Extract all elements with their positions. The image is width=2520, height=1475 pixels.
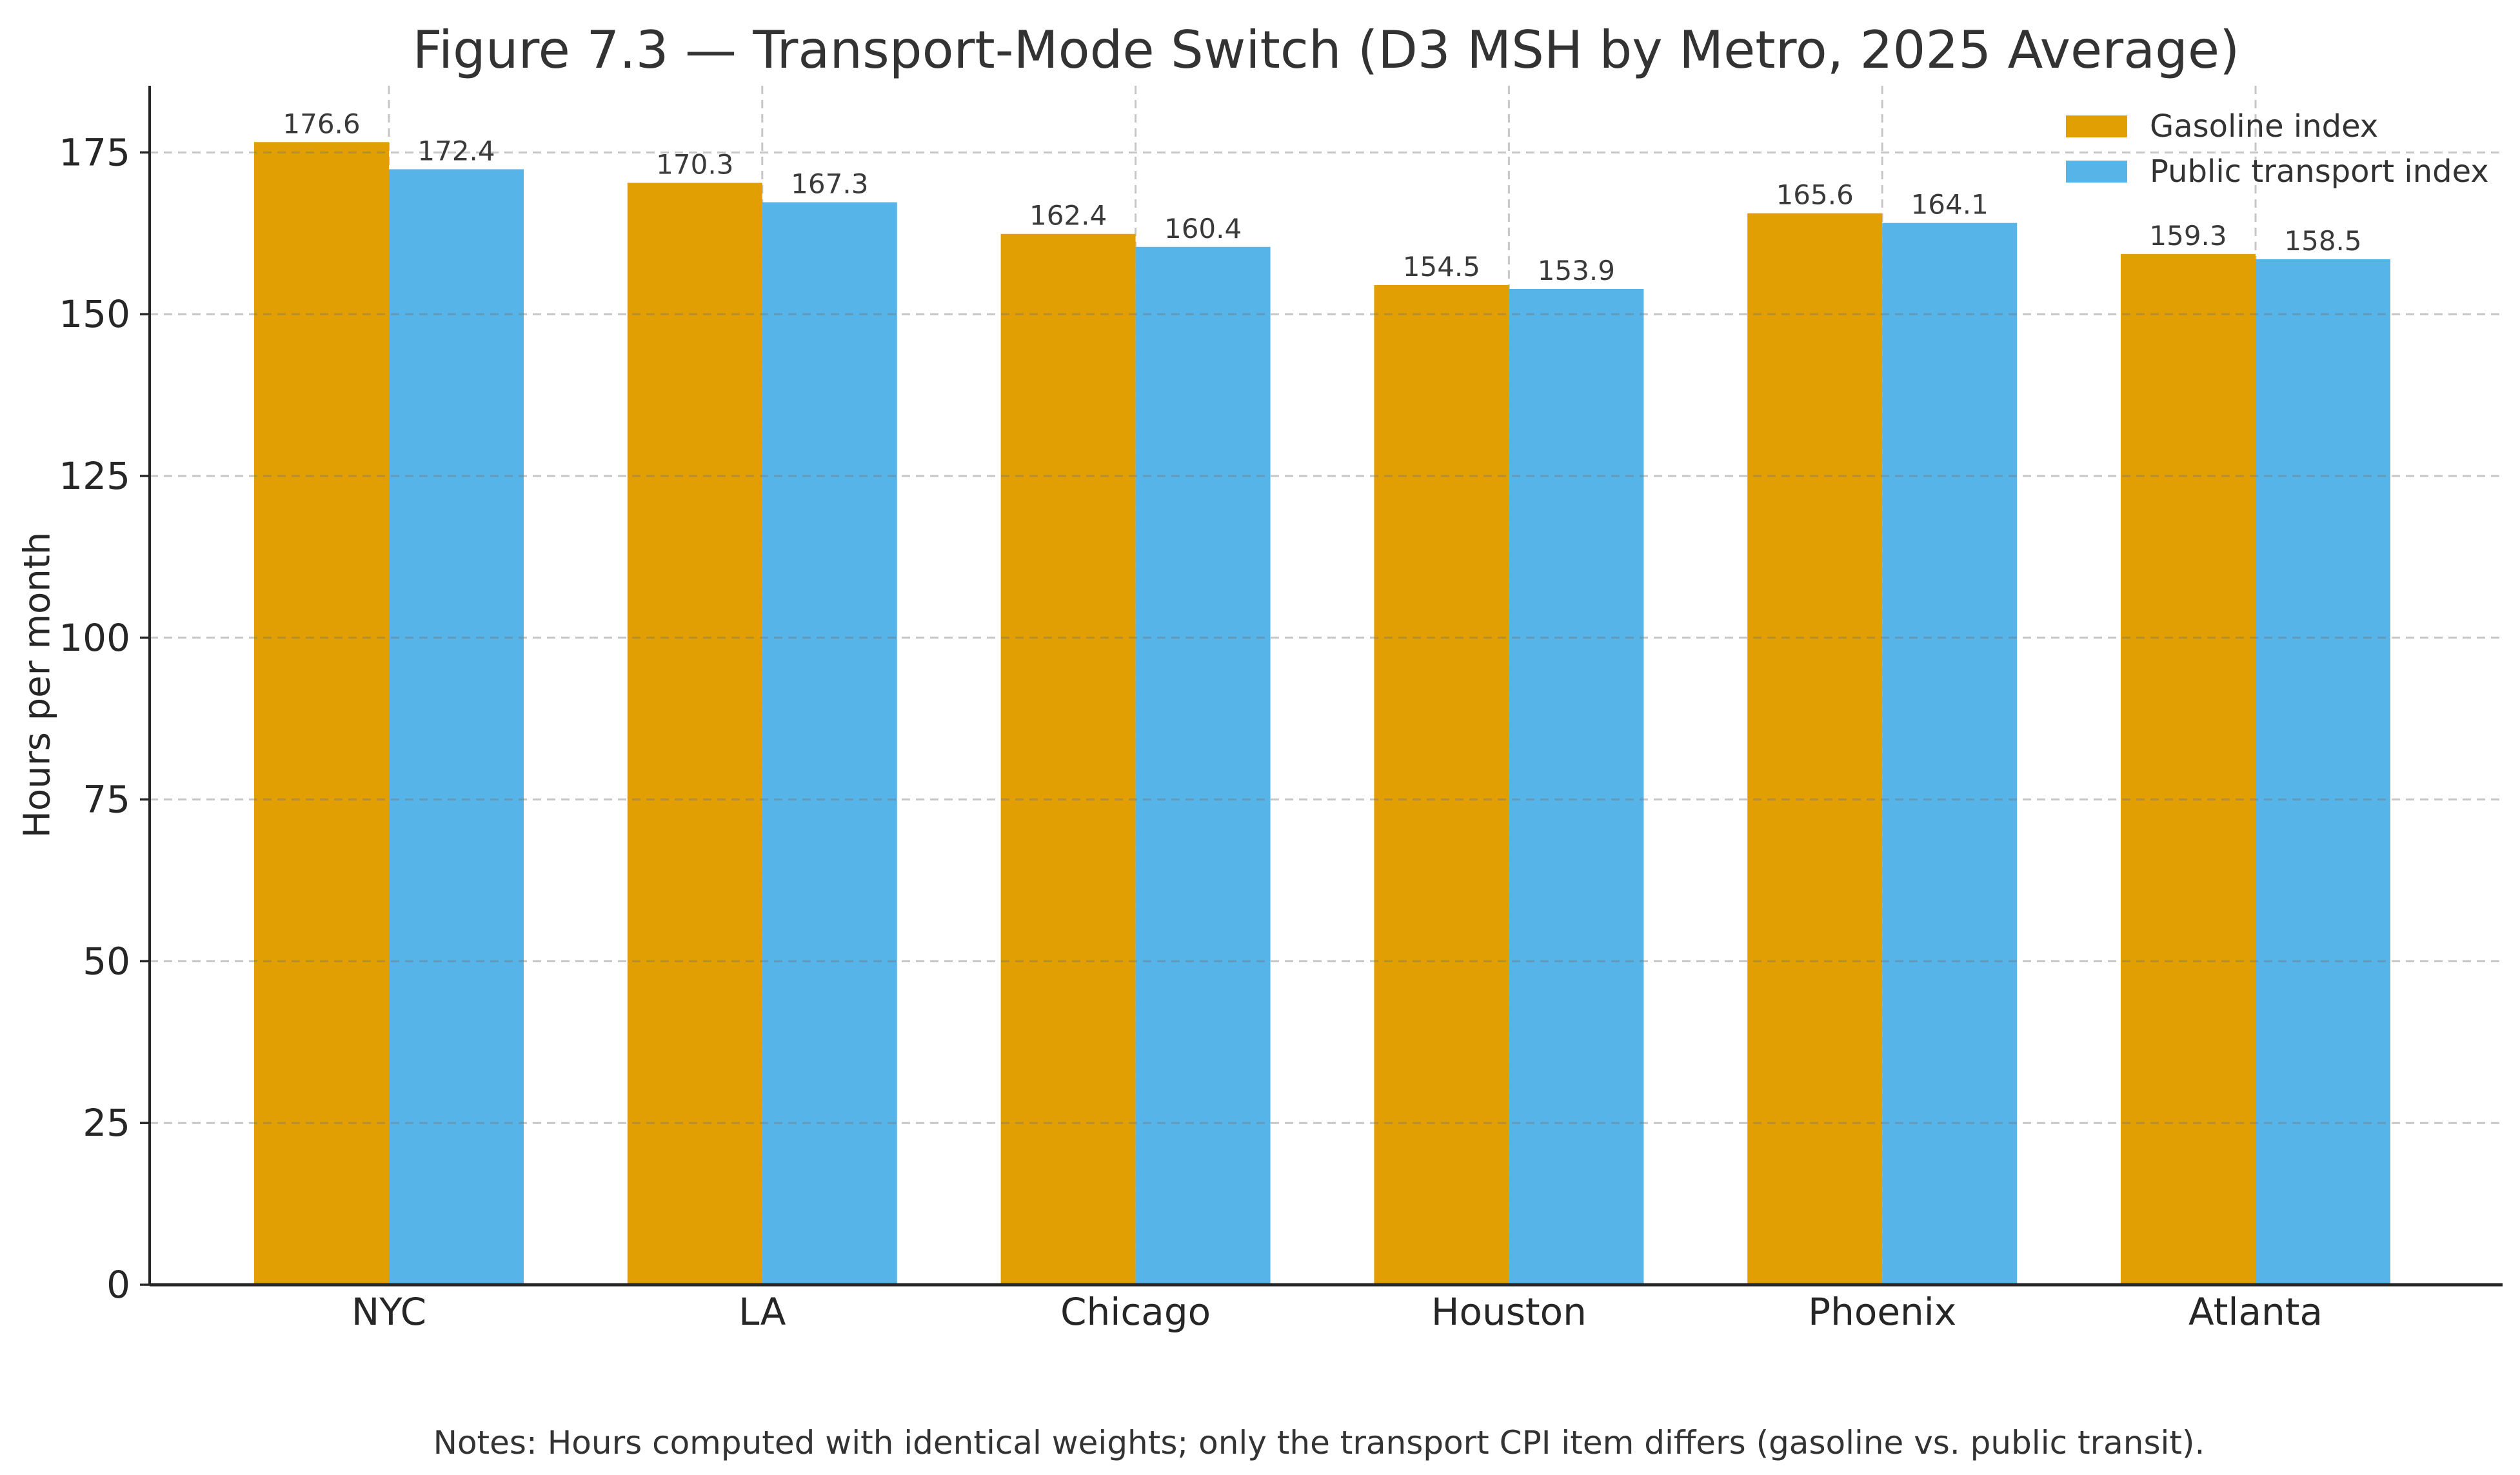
bar-gasoline-index-atlanta: [2121, 253, 2256, 1285]
y-tick-label: 75: [83, 778, 130, 822]
y-tick-label: 150: [59, 292, 130, 336]
bar-value-label: 164.1: [1911, 189, 1989, 221]
x-tick-label: Houston: [1431, 1290, 1587, 1334]
bar-value-label: 176.6: [283, 108, 360, 139]
y-tick-label: 25: [83, 1101, 130, 1145]
bar-value-label: 162.4: [1029, 200, 1107, 232]
legend-item-public-transport: Public transport index: [2066, 156, 2489, 187]
bar-public-transport-index-atlanta: [2256, 259, 2390, 1285]
legend-label-gasoline: Gasoline index: [2150, 108, 2379, 144]
bar-value-label: 159.3: [2149, 220, 2227, 252]
x-tick-label: LA: [739, 1290, 786, 1334]
footnote: Notes: Hours computed with identical wei…: [433, 1424, 2205, 1461]
legend-item-gasoline: Gasoline index: [2066, 111, 2489, 142]
y-axis-label: Hours per month: [16, 531, 59, 838]
y-tick-label: 100: [59, 616, 130, 660]
legend: Gasoline index Public transport index: [2066, 111, 2489, 187]
bar-public-transport-index-nyc: [389, 169, 524, 1285]
bar-value-label: 167.3: [791, 168, 868, 200]
bar-value-label: 165.6: [1776, 179, 1854, 211]
bar-gasoline-index-nyc: [254, 142, 389, 1285]
bar-value-label: 172.4: [417, 135, 495, 166]
y-tick-label: 0: [106, 1263, 130, 1307]
legend-label-public-transport: Public transport index: [2150, 153, 2489, 190]
y-tick-label: 125: [59, 454, 130, 498]
bar-gasoline-index-chicago: [1000, 233, 1136, 1285]
bar-gasoline-index-houston: [1374, 284, 1509, 1285]
bar-public-transport-index-la: [762, 202, 897, 1285]
x-tick-label: Atlanta: [2188, 1290, 2323, 1334]
bar-value-label: 153.9: [1538, 255, 1615, 286]
bar-gasoline-index-phoenix: [1747, 213, 1883, 1285]
y-tick-label: 175: [59, 130, 130, 174]
chart-title: Figure 7.3 — Transport-Mode Switch (D3 M…: [412, 20, 2240, 80]
legend-swatch-gasoline-icon: [2066, 115, 2127, 137]
bar-public-transport-index-houston: [1509, 289, 1644, 1285]
x-tick-label: Phoenix: [1808, 1290, 1956, 1334]
bar-value-label: 158.5: [2284, 225, 2361, 257]
y-tick-label: 50: [83, 939, 130, 983]
legend-swatch-public-transport-icon: [2066, 161, 2127, 183]
x-tick-label: Chicago: [1060, 1290, 1211, 1334]
bar-public-transport-index-chicago: [1135, 246, 1271, 1285]
bar-value-label: 170.3: [656, 148, 733, 180]
x-tick-label: NYC: [352, 1290, 426, 1334]
bar-public-transport-index-phoenix: [1882, 223, 2018, 1285]
bar-value-label: 154.5: [1403, 251, 1480, 282]
bar-value-label: 160.4: [1164, 213, 1242, 244]
bar-gasoline-index-la: [627, 183, 762, 1285]
